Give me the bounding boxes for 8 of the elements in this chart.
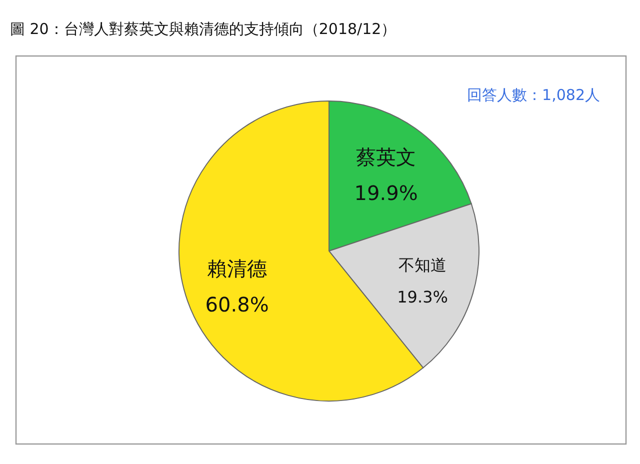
text: 回答人數：1,082人 <box>467 86 600 104</box>
data-label: 60.8% <box>205 292 269 316</box>
slice-label: 不知道 <box>398 255 447 274</box>
data-label: 19.3% <box>397 287 448 306</box>
slice-label: 賴清德 <box>207 256 268 280</box>
chart-title: 圖 20：台灣人對蔡英文與賴清德的支持傾向（2018/12） <box>10 20 396 38</box>
data-label: 19.9% <box>354 180 418 205</box>
slice-label: 蔡英文 <box>356 144 416 169</box>
